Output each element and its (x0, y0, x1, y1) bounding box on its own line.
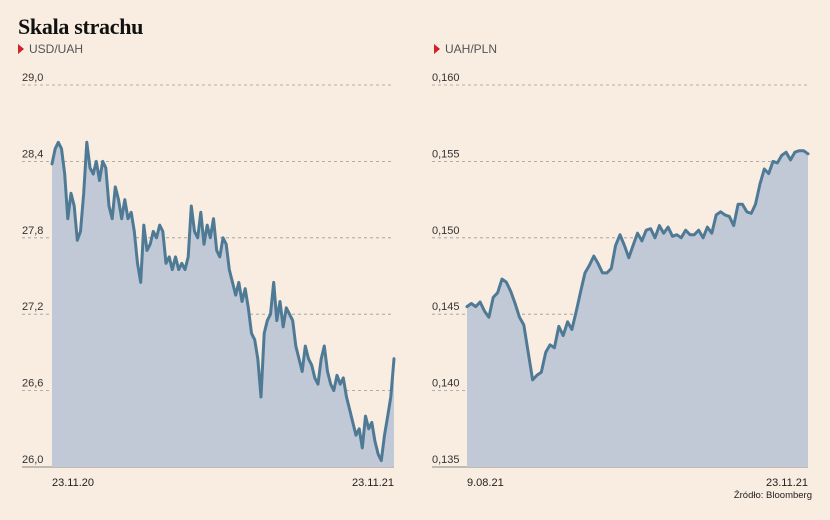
chart-title: Skala strachu (18, 14, 144, 39)
series-line (465, 149, 810, 382)
right-series-name: UAH/PLN (445, 42, 498, 56)
y-tick-label: 26,6 (22, 378, 43, 390)
y-tick-label: 0,150 (432, 225, 460, 237)
series-area (52, 142, 394, 468)
y-tick-label: 28,4 (22, 148, 43, 160)
left-series-name: USD/UAH (29, 42, 84, 56)
red-triangle-icon (18, 44, 24, 54)
x-tick-label: 23.11.20 (52, 477, 94, 489)
y-tick-label: 26,0 (22, 454, 43, 466)
y-tick-label: 0,155 (432, 148, 460, 160)
x-tick-label: 23.11.21 (766, 477, 808, 489)
x-tick-label: 9.08.21 (467, 477, 504, 489)
y-tick-label: 27,2 (22, 301, 43, 313)
y-tick-label: 0,160 (432, 72, 460, 84)
left-series-label: USD/UAH (18, 42, 83, 56)
red-triangle-icon (434, 44, 440, 54)
series-area (467, 150, 808, 467)
x-tick-label: 23.11.21 (352, 477, 394, 489)
y-tick-label: 0,140 (432, 378, 460, 390)
y-tick-label: 29,0 (22, 72, 43, 84)
y-tick-label: 0,135 (432, 454, 460, 466)
series-line (50, 140, 396, 463)
y-tick-label: 27,8 (22, 225, 43, 237)
y-tick-label: 0,145 (432, 301, 460, 313)
right-series-label: UAH/PLN (434, 42, 497, 56)
source-note: Źródło: Bloomberg (733, 490, 812, 501)
